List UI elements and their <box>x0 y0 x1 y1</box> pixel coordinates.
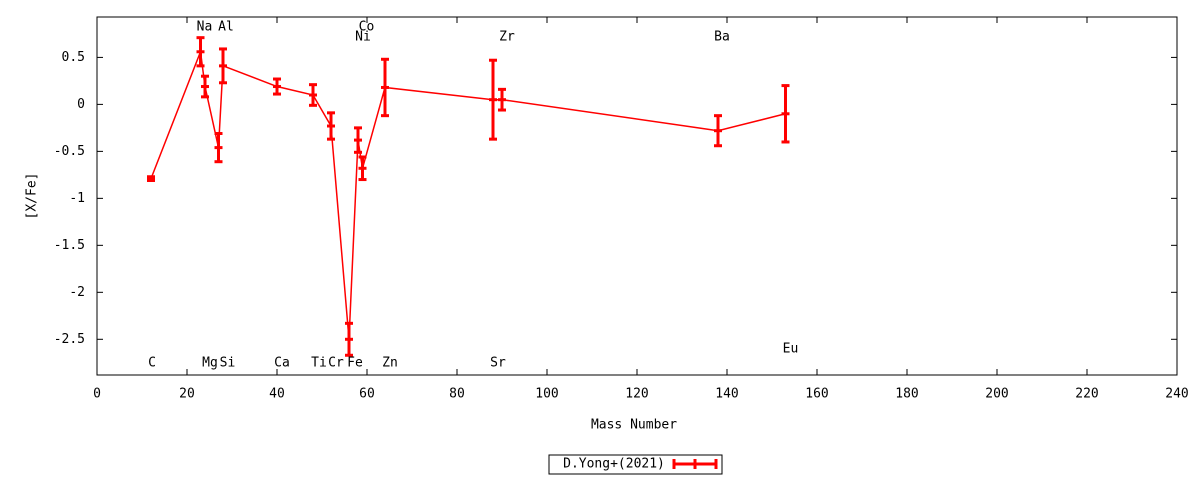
point-label: Cr <box>328 356 344 371</box>
y-tick-label: 0.5 <box>62 50 85 65</box>
error-point <box>201 74 209 99</box>
y-tick-label: -2 <box>69 285 85 300</box>
point-label: Ni <box>355 30 371 45</box>
error-point <box>273 77 281 96</box>
point-label: Ca <box>274 356 290 371</box>
y-tick-label: -2.5 <box>54 332 85 347</box>
error-point <box>714 114 722 148</box>
point-label: Eu <box>783 342 799 357</box>
y-tick-label: -1.5 <box>54 238 85 253</box>
error-point <box>498 87 506 112</box>
error-point <box>358 155 367 182</box>
x-tick-label: 40 <box>269 387 285 402</box>
error-point <box>381 57 389 118</box>
error-point <box>489 58 497 141</box>
legend-swatch <box>672 459 718 469</box>
point-label: Al <box>218 20 234 35</box>
x-tick-label: 80 <box>449 387 465 402</box>
point-label: Fe <box>347 356 363 371</box>
point-label: Sr <box>490 356 506 371</box>
error-point <box>327 111 335 141</box>
x-tick-label: 200 <box>985 387 1008 402</box>
point-label: Ti <box>311 356 327 371</box>
x-axis-label: Mass Number <box>591 418 677 433</box>
x-tick-label: 0 <box>93 387 101 402</box>
point-label: Mg <box>202 356 218 371</box>
legend-box <box>548 454 723 475</box>
x-tick-label: 100 <box>535 387 558 402</box>
error-point <box>214 132 223 164</box>
x-tick-label: 220 <box>1075 387 1098 402</box>
y-tick-label: -1 <box>69 191 85 206</box>
point-label: Co <box>359 20 375 35</box>
x-tick-label: 180 <box>895 387 918 402</box>
y-axis-label: [X/Fe] <box>25 173 40 220</box>
x-tick-label: 120 <box>625 387 648 402</box>
error-point <box>781 84 790 144</box>
point-label: Zr <box>499 30 515 45</box>
error-point <box>196 36 205 68</box>
error-point <box>309 83 317 107</box>
y-tick-label: 0 <box>77 97 85 112</box>
error-point <box>219 47 227 85</box>
legend-label: D.Yong+(2021) <box>563 457 665 472</box>
series-line <box>150 51 786 340</box>
point-label: Na <box>197 20 213 35</box>
error-point <box>345 321 353 357</box>
x-tick-label: 240 <box>1165 387 1188 402</box>
x-tick-label: 160 <box>805 387 828 402</box>
plot-frame <box>96 16 1178 376</box>
y-tick-label: -0.5 <box>54 144 85 159</box>
x-tick-label: 20 <box>179 387 195 402</box>
point-label: Ba <box>714 30 730 45</box>
x-tick-label: 60 <box>359 387 375 402</box>
point-label: Zn <box>382 356 398 371</box>
x-tick-label: 140 <box>715 387 738 402</box>
point-label: C <box>148 356 156 371</box>
point-label: Si <box>220 356 236 371</box>
error-point <box>354 126 362 154</box>
error-point <box>147 175 155 182</box>
